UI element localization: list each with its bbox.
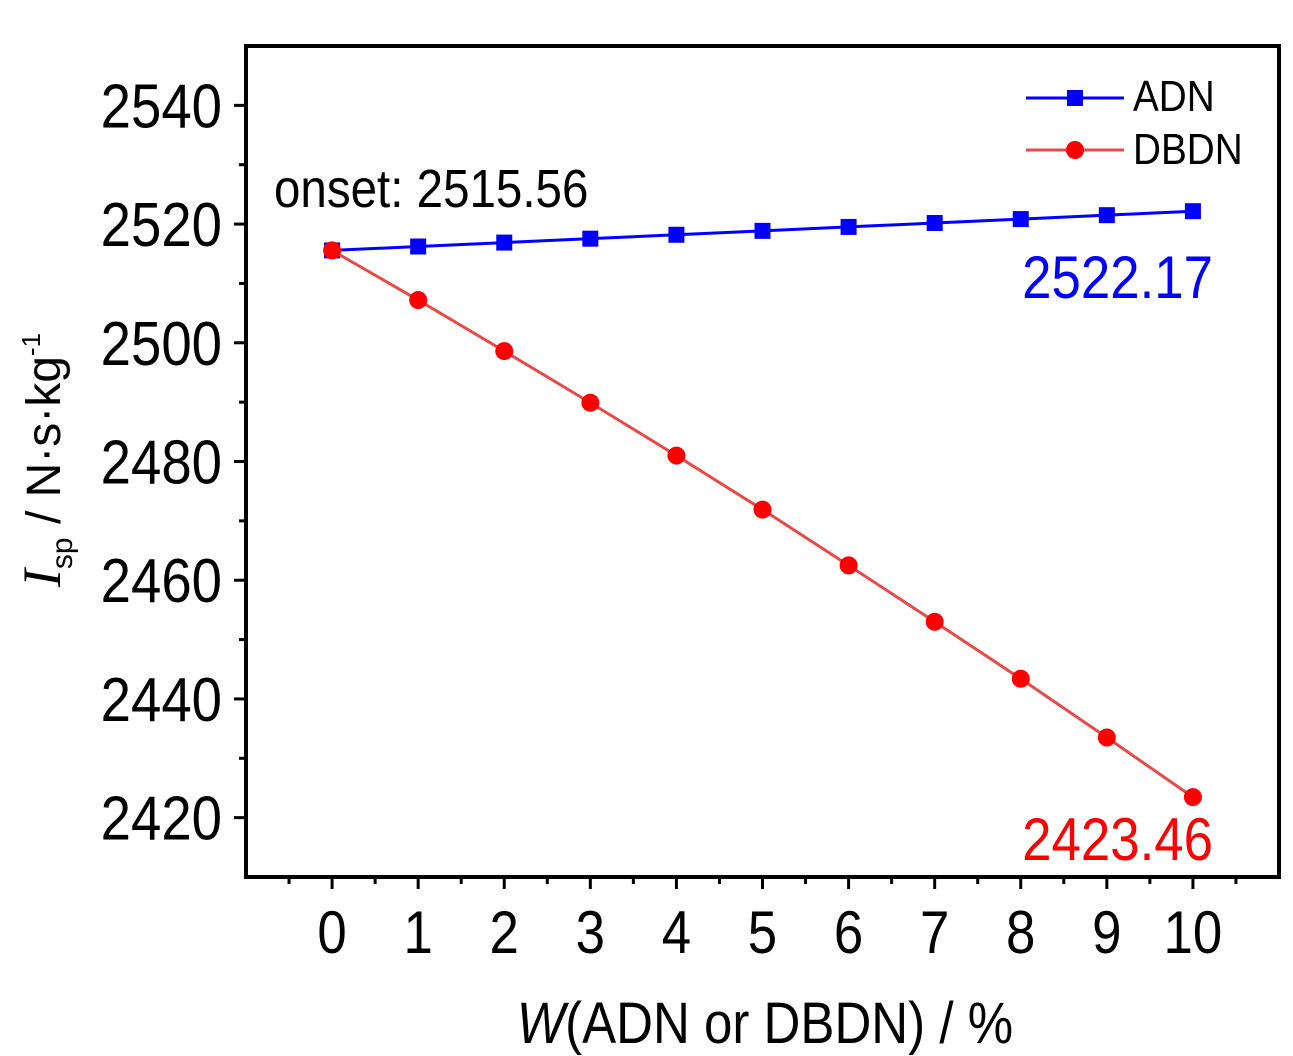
legend-adn-marker: [1067, 90, 1083, 106]
data-point-adn: [754, 222, 771, 239]
data-point-dbdn: [1183, 788, 1202, 807]
y-tick-label: 2520: [101, 191, 222, 260]
y-axis-superscript: -1: [16, 333, 46, 356]
ticks: 0 1 2 3 4 5 6 7 8 9 10 2420 2440 2460 2480 2500 2520 2540: [101, 72, 1238, 966]
x-tick-label: 5: [748, 899, 777, 966]
x-axis-label-rest: (ADN or DBDN) / %: [565, 991, 1013, 1056]
data-point-dbdn: [839, 556, 858, 575]
data-point-dbdn: [753, 500, 772, 519]
x-tick-label: 7: [920, 899, 949, 966]
data-point-adn: [1184, 203, 1201, 220]
data-point-dbdn: [1011, 669, 1030, 688]
x-tick-label: 3: [576, 899, 605, 966]
y-tick-label: 2420: [101, 784, 222, 853]
annotation-dbdn-end: 2423.46: [1022, 806, 1213, 873]
y-tick-label: 2500: [101, 310, 222, 379]
x-tick-label: 2: [490, 899, 519, 966]
x-axis-label-italic: W: [517, 991, 569, 1056]
y-tick-label: 2540: [101, 72, 222, 141]
legend-dbdn-label: DBDN: [1133, 124, 1243, 174]
y-axis-unit: / N·s·kg: [18, 356, 71, 537]
y-axis-title-text: Isp / N·s·kg-1: [12, 333, 79, 588]
x-tick-label: 9: [1092, 899, 1121, 966]
data-point-dbdn: [323, 241, 342, 260]
x-tick-label: 1: [403, 899, 432, 966]
data-point-dbdn: [581, 393, 600, 412]
y-tick-label: 2480: [101, 428, 222, 497]
y-axis-subscript: sp: [46, 537, 79, 569]
y-axis-title: Isp / N·s·kg-1: [12, 333, 79, 588]
series-adn: [324, 203, 1201, 259]
data-point-adn: [410, 238, 427, 255]
series: [323, 203, 1202, 807]
annotation-adn-end: 2522.17: [1022, 244, 1213, 311]
y-tick-label: 2460: [101, 547, 222, 616]
y-tick-label: 2440: [101, 666, 222, 735]
data-point-dbdn: [409, 291, 428, 310]
data-point-adn: [1012, 211, 1029, 228]
data-point-adn: [582, 230, 599, 247]
x-tick-label: 10: [1164, 899, 1223, 966]
data-point-adn: [668, 226, 685, 243]
data-point-dbdn: [667, 446, 686, 465]
legend-adn-label: ADN: [1133, 71, 1215, 121]
data-point-adn: [926, 215, 943, 232]
data-point-adn: [496, 234, 513, 251]
y-axis-symbol: I: [12, 566, 72, 588]
data-point-adn: [840, 218, 857, 235]
data-point-dbdn: [1097, 728, 1116, 747]
series-line-dbdn: [331, 249, 1194, 799]
legend: ADN DBDN: [1026, 71, 1243, 174]
x-tick-label: 4: [662, 899, 691, 966]
data-point-dbdn: [495, 342, 514, 361]
x-axis-label: W(ADN or DBDN) / %: [517, 991, 1013, 1056]
data-point-dbdn: [925, 612, 944, 631]
x-tick-label: 6: [834, 899, 863, 966]
x-tick-label: 0: [317, 899, 346, 966]
x-tick-label: 8: [1006, 899, 1035, 966]
annotation-onset: onset: 2515.56: [274, 158, 588, 219]
series-dbdn: [323, 241, 1202, 807]
legend-dbdn-marker: [1066, 141, 1084, 159]
data-point-adn: [1098, 207, 1115, 224]
